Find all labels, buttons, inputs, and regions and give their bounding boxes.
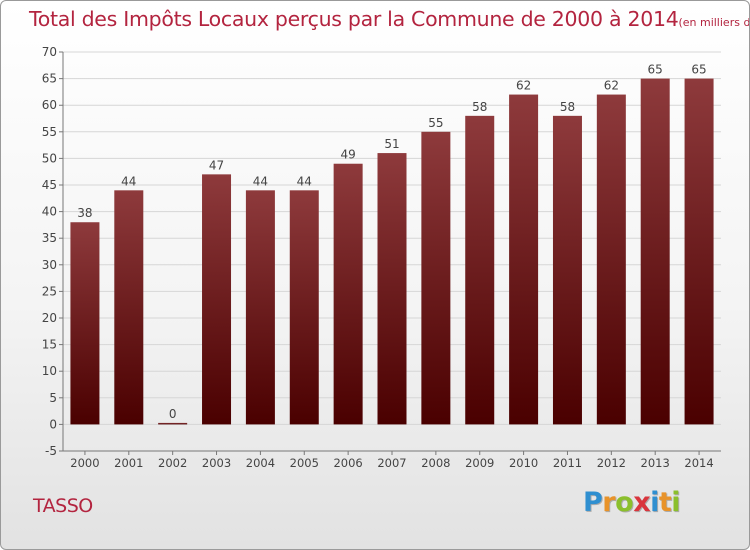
bar-2000: [70, 222, 100, 425]
x-tick-label: 2002: [158, 456, 187, 470]
value-label: 58: [472, 100, 487, 114]
logo-letter: o: [615, 487, 634, 518]
bar-2013: [640, 78, 670, 425]
y-tick-label: 70: [42, 45, 57, 59]
bar-2002: [158, 422, 188, 425]
title-text: Total des Impôts Locaux perçus par la Co…: [29, 7, 679, 31]
x-tick-label: 2000: [70, 456, 99, 470]
x-tick-label: 2006: [333, 456, 362, 470]
value-label: 49: [340, 148, 355, 162]
bars: [70, 78, 714, 425]
y-tick-label: 30: [42, 258, 57, 272]
x-tick-label: 2004: [246, 456, 275, 470]
x-tick-label: 2008: [421, 456, 450, 470]
data-labels: 38 44 0 47 44 44 49 51 55 58 62 58 62 65 65: [77, 63, 706, 421]
x-tick-label: 2011: [553, 456, 582, 470]
y-tick-label: 45: [42, 178, 57, 192]
value-label: 38: [77, 206, 92, 220]
x-tick-label: 2001: [114, 456, 143, 470]
bar-2011: [552, 115, 582, 425]
logo-letter: r: [602, 487, 616, 518]
y-tick-label: 40: [42, 205, 57, 219]
value-label: 65: [648, 63, 663, 77]
y-tick-label: 65: [42, 72, 57, 86]
value-label: 58: [560, 100, 575, 114]
y-tick-label: 35: [42, 231, 57, 245]
y-tick-label: 10: [42, 364, 57, 378]
logo-letter: t: [658, 487, 672, 518]
y-tick-label: 15: [42, 338, 57, 352]
logo-letter: P: [583, 487, 603, 518]
y-tick-label: 60: [42, 98, 57, 112]
y-tick-label: 50: [42, 151, 57, 165]
x-tick-label: 2013: [641, 456, 670, 470]
commune-name: TASSO: [33, 495, 93, 517]
bar-2007: [377, 153, 407, 425]
y-tick-label: 25: [42, 284, 57, 298]
x-tick-label: 2010: [509, 456, 538, 470]
y-tick-label: 55: [42, 125, 57, 139]
value-label: 47: [209, 158, 224, 172]
bar-2010: [509, 94, 539, 425]
x-tick-label: 2003: [202, 456, 231, 470]
logo-letter: x: [633, 487, 651, 518]
x-tick-label: 2007: [377, 456, 406, 470]
value-label: 44: [121, 174, 136, 188]
value-label: 51: [384, 137, 399, 151]
y-tick-label: 0: [49, 417, 57, 431]
value-label: 65: [691, 63, 706, 77]
x-tick-label: 2014: [684, 456, 713, 470]
bar-2005: [289, 190, 319, 425]
bar-2001: [114, 190, 144, 425]
title-unit: (en milliers d'€): [678, 16, 750, 29]
value-label: 44: [253, 174, 268, 188]
value-label: 62: [516, 79, 531, 93]
y-tick-label: 5: [49, 391, 57, 405]
value-label: 44: [297, 174, 312, 188]
value-label: 0: [169, 407, 177, 421]
bar-2003: [202, 174, 232, 425]
logo-letter: i: [650, 487, 659, 518]
chart-title: Total des Impôts Locaux perçus par la Co…: [29, 7, 750, 31]
logo-letter: i: [671, 487, 681, 518]
bar-2012: [596, 94, 626, 425]
x-tick-label: 2005: [290, 456, 319, 470]
y-tick-label: -5: [45, 444, 57, 458]
y-tick-label: 20: [42, 311, 57, 325]
bar-2008: [421, 131, 451, 425]
bar-2006: [333, 163, 363, 425]
bar-2004: [245, 190, 275, 425]
x-tick-label: 2012: [597, 456, 626, 470]
value-label: 62: [604, 79, 619, 93]
proxiti-logo[interactable]: Proxiti: [583, 487, 681, 518]
x-tick-label: 2009: [465, 456, 494, 470]
value-label: 55: [428, 116, 443, 130]
bar-2009: [465, 115, 495, 425]
bar-2014: [684, 78, 714, 425]
